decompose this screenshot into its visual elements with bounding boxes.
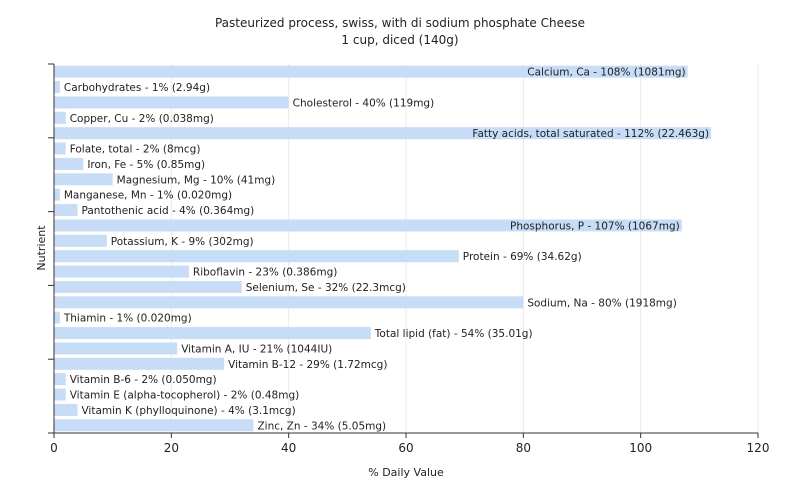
- bar-label: Calcium, Ca - 108% (1081mg): [527, 67, 685, 79]
- bar: [54, 311, 60, 324]
- bar-label: Vitamin K (phylloquinone) - 4% (3.1mcg): [81, 405, 295, 417]
- bar-label: Vitamin B-12 - 29% (1.72mcg): [228, 359, 387, 371]
- bar: [54, 81, 60, 94]
- bar: [54, 234, 107, 247]
- x-tick-label: 120: [747, 441, 770, 455]
- y-axis-title: Nutrient: [35, 225, 48, 271]
- bars-group: Calcium, Ca - 108% (1081mg) Carbohydrates…: [54, 65, 712, 432]
- bar-label: Total lipid (fat) - 54% (35.01g): [374, 328, 533, 340]
- bar-label: Manganese, Mn - 1% (0.020mg): [64, 190, 232, 202]
- bar-label: Magnesium, Mg - 10% (41mg): [117, 174, 276, 186]
- x-tick-label: 0: [50, 441, 58, 455]
- bar-label: Vitamin A, IU - 21% (1044IU): [181, 343, 332, 355]
- x-tick-label: 100: [629, 441, 652, 455]
- bar: [54, 204, 78, 217]
- bar: [54, 342, 178, 355]
- bar: [54, 142, 66, 155]
- chart-subtitle: 1 cup, diced (140g): [341, 33, 458, 47]
- bar-label: Vitamin E (alpha-tocopherol) - 2% (0.48m…: [70, 390, 300, 402]
- bar-label: Thiamin - 1% (0.020mg): [63, 313, 192, 325]
- bar-label: Copper, Cu - 2% (0.038mg): [70, 113, 214, 125]
- bar-label: Potassium, K - 9% (302mg): [111, 236, 254, 248]
- x-tick-label: 20: [164, 441, 179, 455]
- x-tick-label: 40: [281, 441, 296, 455]
- bar-label: Pantothenic acid - 4% (0.364mg): [81, 205, 254, 217]
- bar: [54, 188, 60, 201]
- bar: [54, 373, 66, 386]
- bar: [54, 219, 682, 232]
- bar-label: Riboflavin - 23% (0.386mg): [193, 267, 337, 279]
- bar: [54, 296, 524, 309]
- bar-label: Protein - 69% (34.62g): [463, 251, 582, 263]
- bar: [54, 65, 688, 78]
- bar: [54, 388, 66, 401]
- bar-label: Carbohydrates - 1% (2.94g): [64, 82, 210, 94]
- gridlines: [170, 64, 759, 433]
- bar: [54, 403, 78, 416]
- bar-label: Phosphorus, P - 107% (1067mg): [510, 220, 680, 232]
- bar-label: Sodium, Na - 80% (1918mg): [527, 297, 676, 309]
- bar: [54, 157, 84, 170]
- bar: [54, 111, 66, 124]
- bar: [54, 250, 459, 263]
- x-axis-title: % Daily Value: [368, 466, 444, 479]
- bar-label: Cholesterol - 40% (119mg): [293, 97, 435, 109]
- bar-label: Fatty acids, total saturated - 112% (22.…: [472, 128, 709, 140]
- bar-label: Folate, total - 2% (8mcg): [70, 144, 201, 156]
- bar: [54, 419, 254, 432]
- bar: [54, 173, 113, 186]
- bar: [54, 327, 371, 340]
- bar: [54, 357, 225, 370]
- bar-label: Zinc, Zn - 34% (5.05mg): [257, 420, 386, 432]
- x-tick-label: 60: [398, 441, 413, 455]
- bar: [54, 280, 242, 293]
- x-tick-label: 80: [516, 441, 531, 455]
- bar-label: Iron, Fe - 5% (0.85mg): [87, 159, 205, 171]
- axes-group: 0 20 40 60 80 100 120: [48, 63, 770, 455]
- bar: [54, 96, 289, 109]
- bar: [54, 265, 189, 278]
- bar: [54, 127, 712, 140]
- bar-label: Vitamin B-6 - 2% (0.050mg): [70, 374, 217, 386]
- bar-label: Selenium, Se - 32% (22.3mcg): [246, 282, 406, 294]
- chart-title: Pasteurized process, swiss, with di sodi…: [215, 16, 585, 30]
